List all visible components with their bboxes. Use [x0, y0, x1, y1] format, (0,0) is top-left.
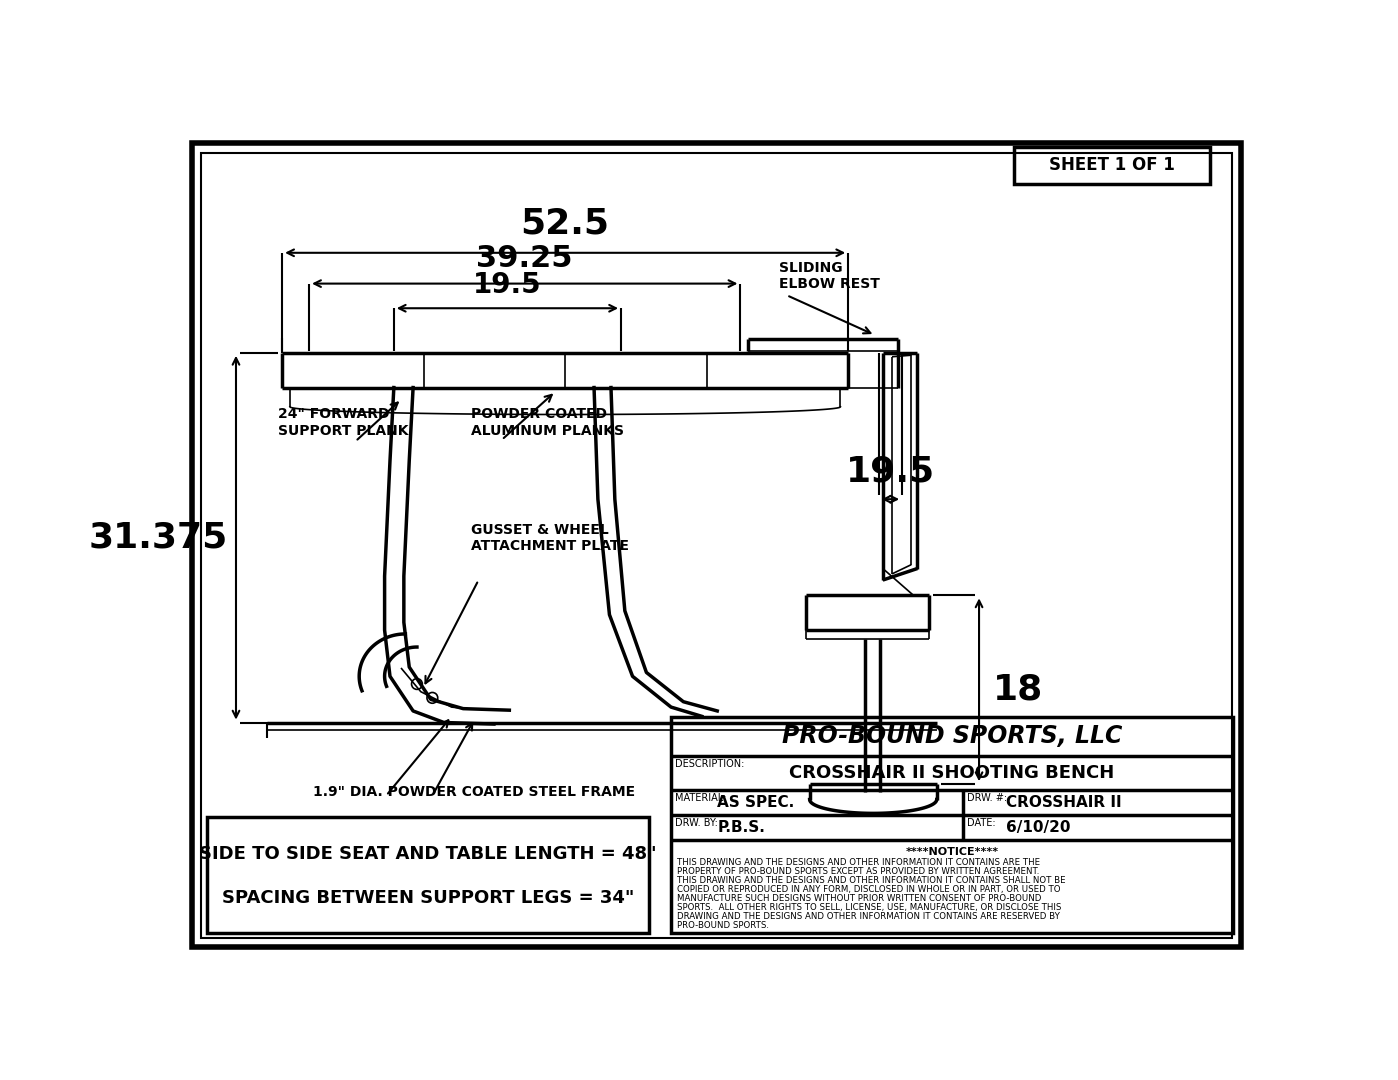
Text: DRW. #:: DRW. #:	[967, 794, 1008, 804]
Text: AS SPEC.: AS SPEC.	[717, 795, 794, 810]
Text: COPIED OR REPRODUCED IN ANY FORM, DISCLOSED IN WHOLE OR IN PART, OR USED TO: COPIED OR REPRODUCED IN ANY FORM, DISCLO…	[677, 885, 1061, 894]
Text: THIS DRAWING AND THE DESIGNS AND OTHER INFORMATION IT CONTAINS ARE THE: THIS DRAWING AND THE DESIGNS AND OTHER I…	[677, 858, 1040, 867]
Text: 31.375: 31.375	[89, 521, 228, 555]
Text: PRO-BOUND SPORTS, LLC: PRO-BOUND SPORTS, LLC	[781, 725, 1123, 748]
Text: GUSSET & WHEEL
ATTACHMENT PLATE: GUSSET & WHEEL ATTACHMENT PLATE	[471, 523, 629, 553]
Text: CROSSHAIR II SHOOTING BENCH: CROSSHAIR II SHOOTING BENCH	[790, 764, 1114, 782]
Bar	[207, 818, 650, 933]
Text: SLIDING
ELBOW REST: SLIDING ELBOW REST	[779, 261, 879, 292]
Text: PRO-BOUND SPORTS.: PRO-BOUND SPORTS.	[677, 920, 769, 930]
Text: 19.5: 19.5	[473, 271, 542, 299]
Text: MATERIAL:: MATERIAL:	[675, 794, 727, 804]
Text: SPORTS.  ALL OTHER RIGHTS TO SELL, LICENSE, USE, MANUFACTURE, OR DISCLOSE THIS: SPORTS. ALL OTHER RIGHTS TO SELL, LICENS…	[677, 903, 1061, 912]
Text: DATE:: DATE:	[967, 818, 995, 828]
Text: DRAWING AND THE DESIGNS AND OTHER INFORMATION IT CONTAINS ARE RESERVED BY: DRAWING AND THE DESIGNS AND OTHER INFORM…	[677, 912, 1060, 921]
Text: 39.25: 39.25	[477, 244, 573, 273]
Text: 1.9" DIA. POWDER COATED STEEL FRAME: 1.9" DIA. POWDER COATED STEEL FRAME	[313, 785, 635, 799]
Text: 18: 18	[993, 673, 1043, 706]
Text: CROSSHAIR II: CROSSHAIR II	[1005, 795, 1121, 810]
Text: DESCRIPTION:: DESCRIPTION:	[675, 758, 744, 769]
Text: POWDER COATED
ALUMINUM PLANKS: POWDER COATED ALUMINUM PLANKS	[471, 407, 624, 437]
Text: PROPERTY OF PRO-BOUND SPORTS EXCEPT AS PROVIDED BY WRITTEN AGREEMENT.: PROPERTY OF PRO-BOUND SPORTS EXCEPT AS P…	[677, 867, 1040, 876]
Text: DRW. BY:: DRW. BY:	[675, 818, 717, 828]
Bar	[1014, 147, 1211, 184]
Text: ****NOTICE****: ****NOTICE****	[906, 847, 998, 858]
Text: MANUFACTURE SUCH DESIGNS WITHOUT PRIOR WRITTEN CONSENT OF PRO-BOUND: MANUFACTURE SUCH DESIGNS WITHOUT PRIOR W…	[677, 894, 1042, 903]
Text: SIDE TO SIDE SEAT AND TABLE LENGTH = 48": SIDE TO SIDE SEAT AND TABLE LENGTH = 48"	[200, 846, 657, 863]
Text: 6/10/20: 6/10/20	[1005, 820, 1071, 835]
Text: P.B.S.: P.B.S.	[717, 820, 765, 835]
Text: 19.5: 19.5	[846, 455, 935, 488]
Text: 24" FORWARD
SUPPORT PLANK: 24" FORWARD SUPPORT PLANK	[278, 407, 408, 437]
Text: SHEET 1 OF 1: SHEET 1 OF 1	[1048, 156, 1174, 174]
Bar	[671, 717, 1233, 933]
Text: 52.5: 52.5	[520, 206, 610, 241]
Text: THIS DRAWING AND THE DESIGNS AND OTHER INFORMATION IT CONTAINS SHALL NOT BE: THIS DRAWING AND THE DESIGNS AND OTHER I…	[677, 876, 1065, 885]
Text: SPACING BETWEEN SUPPORT LEGS = 34": SPACING BETWEEN SUPPORT LEGS = 34"	[222, 889, 635, 907]
